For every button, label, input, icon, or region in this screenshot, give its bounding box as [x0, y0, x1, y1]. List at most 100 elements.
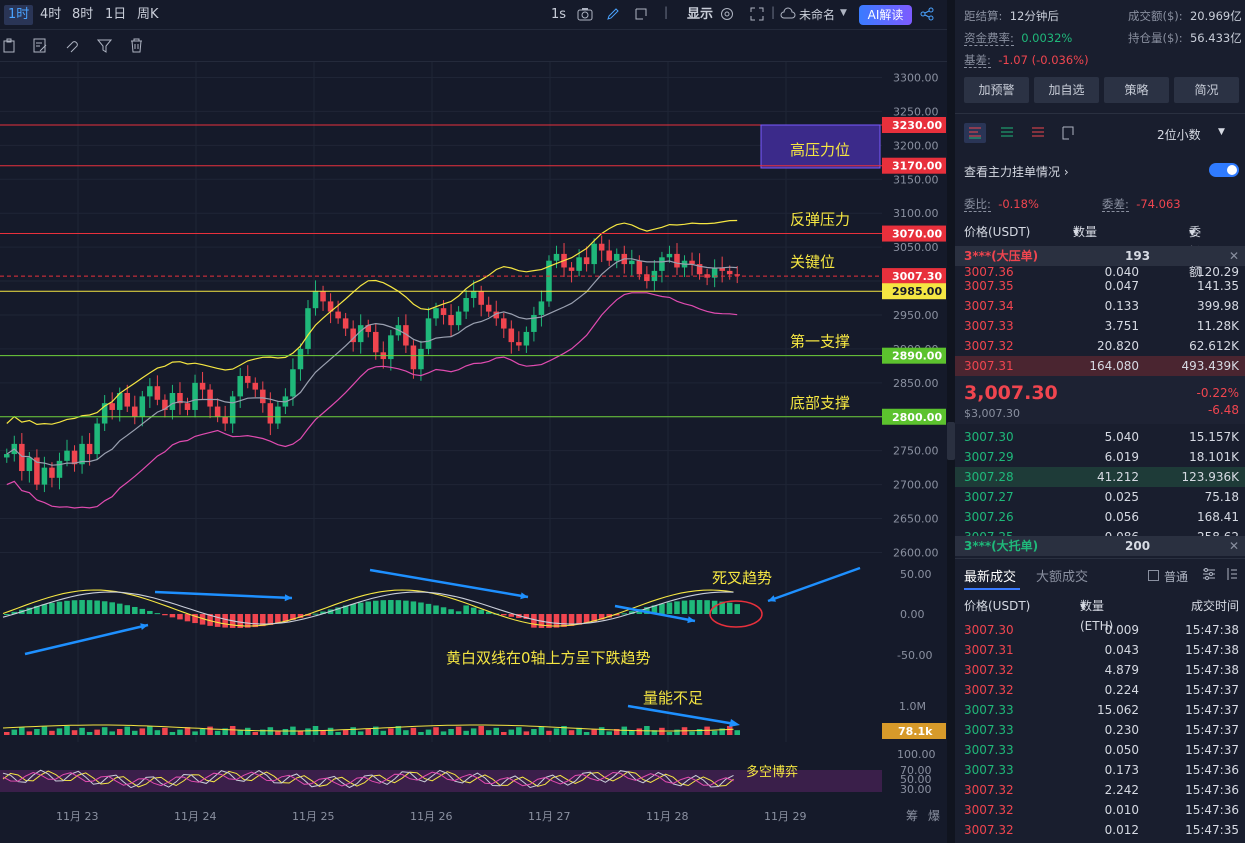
macd-bar [380, 600, 387, 614]
trade-qty-sort[interactable]: 数量(ETH) ▾ [1080, 599, 1114, 633]
price-axis-label: 2750.00 [893, 445, 939, 458]
bid-row[interactable]: 3007.28 41.212 123.936K [955, 467, 1245, 487]
candle-body [470, 291, 477, 299]
price-axis-label: 3100.00 [893, 207, 939, 220]
ai-interpret-button[interactable]: AI解读 [859, 5, 912, 25]
timeframe-1d[interactable]: 1日 [105, 7, 127, 22]
ask-row[interactable]: 3007.34 0.133 399.98 [955, 296, 1245, 316]
layout-name[interactable]: 未命名 [799, 8, 836, 22]
filter-icon[interactable] [96, 38, 113, 57]
edit-note-icon[interactable] [33, 38, 48, 57]
price-cell: 3007.32 [964, 823, 1014, 837]
close-icon[interactable]: ✕ [1229, 539, 1240, 553]
timeframe-4h[interactable]: 4时 [40, 7, 62, 22]
qty-column-sort[interactable]: 数量 (ETH) ▾ [1073, 225, 1106, 259]
tab-large-trades[interactable]: 大额成交 [1036, 570, 1089, 585]
trash-icon[interactable] [129, 38, 144, 57]
panel-splitter[interactable] [947, 0, 955, 843]
trade-row[interactable]: 3007.32 0.010 15:47:36 [955, 800, 1245, 820]
fullscreen-icon[interactable] [750, 7, 764, 24]
time-cell: 15:47:35 [1185, 823, 1239, 837]
trade-row[interactable]: 3007.32 0.224 15:47:37 [955, 680, 1245, 700]
trade-row[interactable]: 3007.32 2.242 15:47:36 [955, 780, 1245, 800]
main-orders-toggle[interactable] [1209, 163, 1239, 177]
chevron-down-icon[interactable]: ▼ [840, 8, 847, 18]
macd-bar [222, 614, 228, 628]
macd-bar [109, 602, 115, 614]
clipboard-icon[interactable] [2, 38, 16, 57]
orderbook-bids-view-icon[interactable] [997, 123, 1017, 146]
trade-row[interactable]: 3007.33 0.173 15:47:36 [955, 760, 1245, 780]
timeframe-1h[interactable]: 1时 [4, 5, 34, 25]
orderbook-asks-view-icon[interactable] [1028, 123, 1048, 146]
orderbook-depth-icon[interactable] [1058, 123, 1078, 146]
chevron-down-icon[interactable]: ▼ [1218, 127, 1225, 137]
bid-row[interactable]: 3007.26 0.056 168.41 [955, 507, 1245, 527]
ask-row[interactable]: 3007.31 164.080 493.439K [955, 356, 1245, 376]
add-alert-button[interactable]: 加预警 [964, 77, 1029, 103]
ask-row[interactable]: 3007.32 20.820 62.612K [955, 336, 1245, 356]
big-bid-order-row[interactable]: 3***(大托单) 200 ✕ [955, 536, 1245, 556]
expand-icon[interactable] [1225, 566, 1239, 585]
main-orders-link[interactable]: 查看主力挂单情况 › [964, 165, 1069, 179]
normal-checkbox[interactable] [1148, 570, 1159, 581]
camera-icon[interactable] [577, 7, 593, 24]
last-price: 3,007.30 [964, 382, 1058, 404]
magnet-icon[interactable] [64, 38, 79, 57]
select-icon[interactable] [634, 7, 648, 24]
time-cell: 15:47:38 [1185, 623, 1239, 637]
trade-row[interactable]: 3007.31 0.043 15:47:38 [955, 640, 1245, 660]
macd-bar [244, 614, 251, 628]
trade-row[interactable]: 3007.32 4.879 15:47:38 [955, 660, 1245, 680]
chart-panel[interactable]: 1时 4时 8时 1日 周K 1s | 显示 | 未命名 ▼ AI解读 [0, 0, 947, 843]
macd-bar [94, 600, 100, 614]
candle-body [410, 345, 417, 370]
macd-bar [207, 614, 213, 626]
trade-row[interactable]: 3007.32 0.012 15:47:35 [955, 820, 1245, 840]
precision-select[interactable]: 2位小数 [1157, 128, 1201, 142]
time-cell: 15:47:36 [1185, 783, 1239, 797]
orderbook-both-view-icon[interactable] [964, 123, 986, 143]
trade-row[interactable]: 3007.33 0.230 15:47:37 [955, 720, 1245, 740]
volume-bar [342, 729, 349, 735]
macd-axis-label: 50.00 [900, 568, 932, 581]
interval-selector[interactable]: 1s [551, 7, 567, 22]
display-menu[interactable]: 显示 [687, 7, 714, 22]
trade-settings-icon[interactable] [1201, 566, 1217, 585]
bid-row[interactable]: 3007.30 5.040 15.157K [955, 427, 1245, 447]
bid-row[interactable]: 3007.29 6.019 18.101K [955, 447, 1245, 467]
close-icon[interactable]: ✕ [1229, 249, 1240, 263]
timeframe-8h[interactable]: 8时 [72, 7, 94, 22]
macd-bar [644, 607, 650, 614]
trade-row[interactable]: 3007.33 0.050 15:47:37 [955, 740, 1245, 760]
splitter-handle[interactable] [947, 422, 955, 460]
tab-latest-trades[interactable]: 最新成交 [964, 570, 1017, 585]
resistance-zone [760, 124, 881, 169]
ask-row[interactable]: 3007.35 0.047 141.35 [955, 276, 1245, 296]
candle-body [538, 301, 545, 315]
big-ask-order-row[interactable]: 3***(大压单) 193 ✕ [955, 246, 1245, 266]
bid-row[interactable]: 3007.27 0.025 75.18 [955, 487, 1245, 507]
draw-pen-icon[interactable] [606, 7, 620, 24]
ask-row[interactable]: 3007.33 3.751 11.28K [955, 316, 1245, 336]
timeframe-1w[interactable]: 周K [137, 7, 159, 22]
qty-cell: 6.019 [1104, 450, 1139, 464]
candle-body [214, 406, 221, 417]
volume-bar [651, 730, 658, 735]
amount-column-sort[interactable]: 委托额 ▾ [1189, 225, 1202, 279]
share-icon[interactable] [920, 7, 934, 24]
candle-body [636, 260, 643, 275]
price-chart-canvas[interactable]: 3300.00 3250.00 3200.00 3150.00 3100.00 3050.… [0, 62, 947, 843]
ask-row[interactable]: 3007.36 0.040 120.29 [955, 262, 1245, 282]
strategy-button[interactable]: 策略 [1104, 77, 1169, 103]
settings-gear-icon[interactable] [720, 7, 734, 24]
rsi-line [2, 771, 734, 787]
overview-button[interactable]: 简况 [1174, 77, 1239, 103]
trade-row[interactable]: 3007.33 15.062 15:47:37 [955, 700, 1245, 720]
trade-row[interactable]: 3007.30 0.009 15:47:38 [955, 620, 1245, 640]
macd-bar [169, 614, 176, 618]
cloud-icon[interactable] [780, 7, 796, 24]
volume-bar [388, 728, 394, 735]
add-watchlist-button[interactable]: 加自选 [1034, 77, 1099, 103]
macd-bar [312, 613, 319, 615]
